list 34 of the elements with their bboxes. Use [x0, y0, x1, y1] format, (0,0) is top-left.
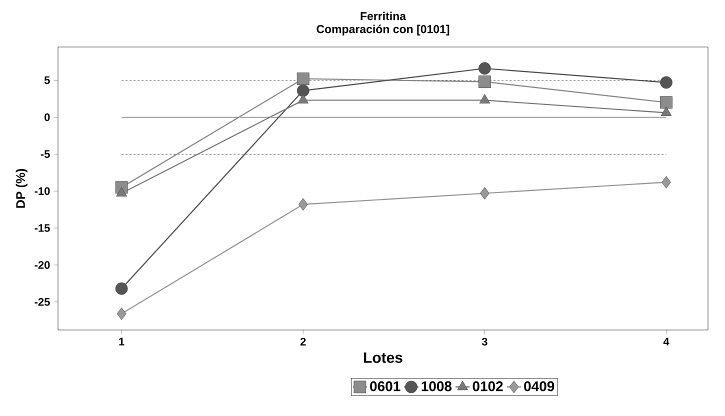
point: [480, 187, 490, 200]
point: [116, 308, 126, 320]
point: [662, 176, 671, 188]
chart-title: Ferritina: [360, 12, 406, 20]
legend-label: 1008: [422, 381, 452, 392]
y-tick-label: 0: [44, 113, 50, 122]
point: [296, 72, 310, 85]
x-tick-label: 4: [663, 338, 670, 346]
point: [479, 94, 490, 104]
x-tick-label: 3: [482, 338, 488, 346]
point: [660, 96, 672, 109]
point: [660, 76, 672, 89]
x-tick-label: 2: [300, 338, 306, 346]
point: [298, 94, 309, 104]
y-tick-label: -20: [34, 261, 50, 269]
point: [478, 76, 491, 88]
y-tick-label: -25: [34, 298, 50, 306]
point: [298, 198, 308, 211]
point: [116, 187, 127, 196]
point: [660, 106, 672, 116]
x-axis-title: Lotes: [364, 352, 402, 363]
point: [478, 62, 491, 75]
legend-label: 0601: [370, 381, 400, 392]
point: [115, 282, 128, 295]
legend-label: 0102: [472, 381, 503, 392]
x-tick-label: 1: [119, 338, 124, 346]
legend-label: 0409: [524, 381, 554, 392]
point: [296, 84, 310, 97]
y-tick-label: -10: [34, 187, 50, 195]
chart-subtitle: Comparación con [0101]: [316, 24, 450, 36]
y-tick-label: 5: [44, 76, 50, 84]
y-axis-title: DP (%): [16, 168, 28, 208]
y-tick-label: -5: [40, 150, 50, 158]
y-tick-label: -15: [34, 224, 50, 232]
